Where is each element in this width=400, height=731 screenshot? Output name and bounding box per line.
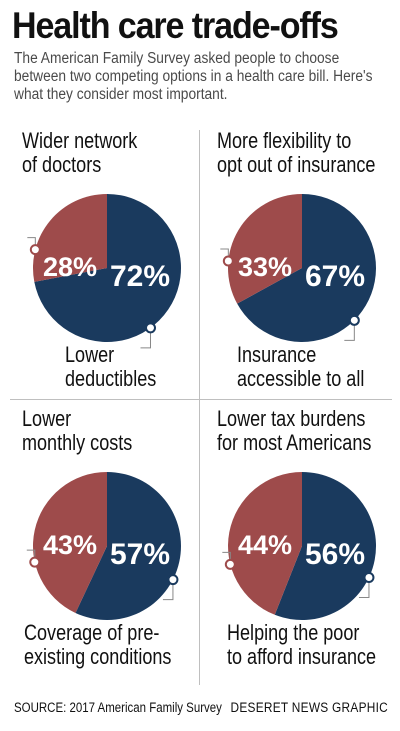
- option-label-bottom: Helping the poor to afford insurance: [227, 621, 376, 669]
- option-label-line: Lower: [22, 406, 72, 431]
- slice-marker-4-bottom: [363, 572, 375, 584]
- slice-marker-2-bottom: [348, 314, 360, 326]
- option-label-line: Lower: [65, 342, 115, 367]
- slice-marker-1-bottom: [144, 322, 156, 334]
- percent-label-majority: 57%: [110, 538, 170, 571]
- page-subtitle: The American Family Survey asked people …: [14, 50, 373, 103]
- pie-chart-1: 28% 72%: [27, 194, 181, 349]
- option-label-top: Lower monthly costs: [22, 407, 132, 455]
- leader-line-bottom-1: [140, 327, 151, 349]
- option-label-line: opt out of insurance: [217, 152, 376, 177]
- vertical-divider: [199, 130, 200, 685]
- percent-label-majority: 67%: [305, 260, 365, 293]
- percent-label-majority: 56%: [305, 538, 365, 571]
- option-label-line: to afford insurance: [227, 644, 377, 669]
- percent-label-minority: 44%: [238, 530, 292, 560]
- slice-marker-2-top: [222, 255, 234, 267]
- option-label-line: of doctors: [22, 152, 102, 177]
- pie-panel-3: 43% 57% Lower monthly costs Coverage of pre-…: [10, 407, 200, 678]
- option-label-line: accessible to all: [237, 366, 365, 391]
- option-label-bottom: Coverage of pre-existing conditions: [24, 621, 171, 669]
- percent-label-minority: 43%: [43, 530, 97, 560]
- source-note: SOURCE: 2017 American Family Survey: [14, 700, 222, 715]
- percent-label-minority: 33%: [238, 252, 292, 282]
- option-label-line: Helping the poor: [227, 620, 360, 645]
- pie-panel-1: 28% 72% Wider network of doctors Lower deduct…: [10, 129, 200, 400]
- pie-slice-2-minority: [227, 194, 302, 304]
- pie-chart-2: 33% 67%: [220, 194, 376, 342]
- option-label-bottom: Insurance accessible to all: [237, 343, 364, 391]
- pie-slice-2-majority: [237, 194, 376, 342]
- graphic-credit: DESERET NEWS GRAPHIC: [230, 700, 388, 715]
- option-label-top: More flexibility to opt out of insurance: [217, 129, 375, 177]
- horizontal-divider: [10, 399, 392, 400]
- option-label-bottom: Lower deductibles: [65, 343, 156, 391]
- option-label-line: deductibles: [65, 366, 157, 391]
- pie-chart-3: 43% 57%: [26, 472, 181, 620]
- option-label-line: Wider network: [22, 128, 138, 153]
- pie-slice-4-minority: [228, 472, 302, 615]
- percent-label-majority: 72%: [110, 260, 170, 293]
- slice-marker-3-top: [29, 556, 41, 568]
- pie-slice-1-majority: [34, 194, 181, 342]
- pie-slice-3-minority: [32, 472, 107, 613]
- page-title: Health care trade-offs: [12, 5, 339, 46]
- option-label-line: for most Americans: [217, 430, 372, 455]
- option-label-line: More flexibility to: [217, 128, 352, 153]
- option-label-line: Coverage of pre-: [24, 620, 160, 645]
- option-label-top: Wider network of doctors: [22, 129, 137, 177]
- slice-marker-1-top: [29, 244, 41, 256]
- pie-slice-4-majority: [274, 472, 377, 620]
- slice-marker-4-top: [224, 558, 236, 570]
- leader-line-bottom-2: [344, 320, 355, 341]
- option-label-top: Lower tax burdens for most Americans: [217, 407, 371, 455]
- pie-panel-2: 33% 67% More flexibility to opt out of insu…: [205, 129, 395, 400]
- option-label-line: monthly costs: [22, 430, 133, 455]
- pie-slice-1-minority: [32, 194, 107, 282]
- pie-chart-4: 44% 56%: [222, 472, 377, 620]
- option-label-line: existing conditions: [24, 644, 172, 669]
- leader-line-bottom-3: [162, 579, 174, 601]
- option-label-line: Insurance: [237, 342, 317, 367]
- percent-label-minority: 28%: [43, 252, 97, 282]
- pie-panel-4: 44% 56% Lower tax burdens for most American…: [205, 407, 395, 678]
- pie-slice-3-majority: [75, 472, 181, 620]
- slice-marker-3-bottom: [167, 574, 179, 586]
- leader-line-bottom-4: [358, 577, 370, 599]
- option-label-line: Lower tax burdens: [217, 406, 366, 431]
